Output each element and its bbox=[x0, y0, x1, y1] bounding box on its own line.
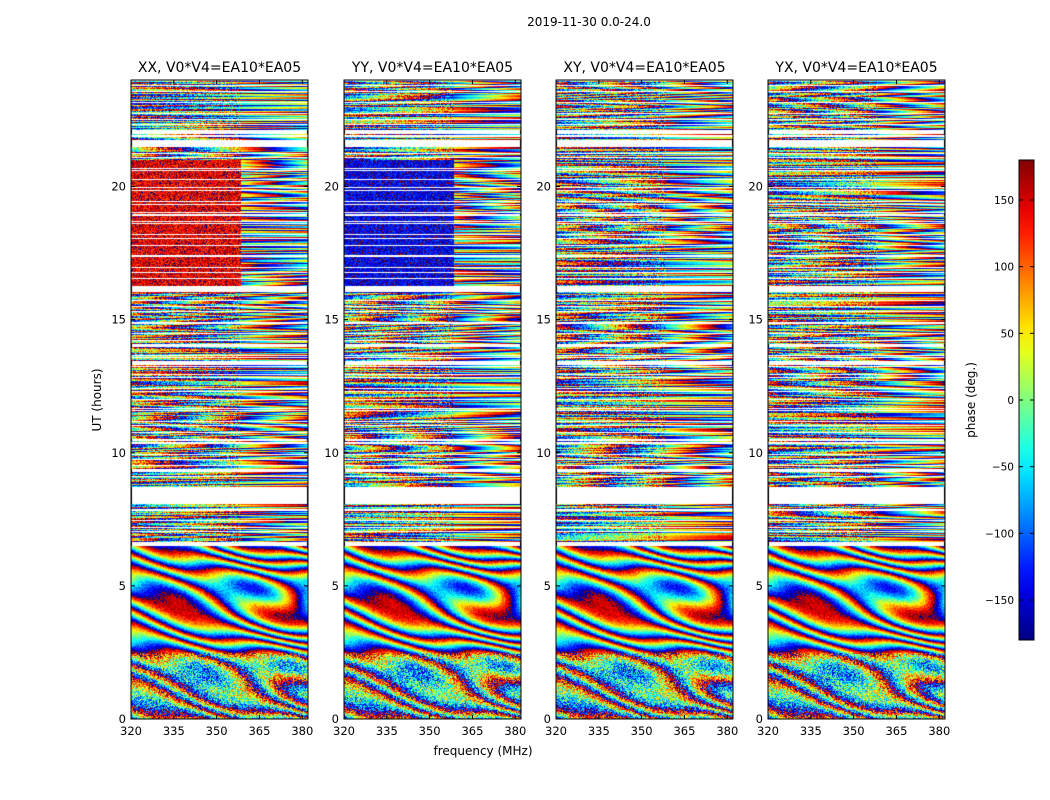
y-tick-label: 10 bbox=[748, 446, 763, 460]
colorbar-tick-label: 50 bbox=[1001, 328, 1014, 340]
y-tick-label: 0 bbox=[544, 712, 551, 726]
x-tick-label: 350 bbox=[419, 724, 441, 738]
colorbar-tick-label: 0 bbox=[1007, 395, 1014, 407]
colorbar-tick-label: −50 bbox=[992, 462, 1014, 474]
colorbar-tick-label: −100 bbox=[985, 528, 1014, 540]
y-tick-label: 10 bbox=[536, 446, 551, 460]
y-tick-label: 10 bbox=[111, 446, 126, 460]
x-tick-label: 365 bbox=[461, 724, 483, 738]
x-tick-label: 380 bbox=[716, 724, 738, 738]
y-tick-label: 20 bbox=[111, 180, 126, 194]
y-tick-label: 5 bbox=[756, 579, 763, 593]
panel-title: XY, V0*V4=EA10*EA05 bbox=[563, 60, 725, 76]
y-tick-label: 5 bbox=[332, 579, 339, 593]
colorbar-tick-label: −150 bbox=[985, 595, 1014, 607]
x-tick-label: 335 bbox=[588, 724, 610, 738]
y-tick-label: 15 bbox=[748, 313, 763, 327]
y-tick-label: 5 bbox=[119, 579, 126, 593]
heatmap-image bbox=[131, 80, 308, 719]
x-tick-label: 350 bbox=[631, 724, 653, 738]
axes-frame bbox=[130, 79, 309, 720]
panel-title: YX, V0*V4=EA10*EA05 bbox=[774, 60, 937, 76]
x-tick-label: 335 bbox=[163, 724, 185, 738]
heatmap-image bbox=[344, 80, 521, 719]
axes-frame bbox=[767, 79, 946, 720]
heatmap-image bbox=[768, 80, 945, 719]
y-tick-label: 20 bbox=[324, 180, 339, 194]
heatmap-panel: XX, V0*V4=EA10*EA05 320 335 350 365 380 0 5 10 15… bbox=[111, 60, 313, 738]
x-tick-label: 380 bbox=[928, 724, 950, 738]
figure-suptitle: 2019-11-30 0.0-24.0 bbox=[527, 15, 651, 29]
x-axis-label: frequency (MHz) bbox=[433, 744, 532, 758]
y-axis-label: UT (hours) bbox=[90, 368, 104, 431]
heatmap-panel: YX, V0*V4=EA10*EA05 320 335 350 365 380 0 5 10 15… bbox=[748, 60, 950, 738]
x-tick-label: 380 bbox=[504, 724, 526, 738]
heatmap-panel: XY, V0*V4=EA10*EA05 320 335 350 365 380 0 5 10 15… bbox=[536, 60, 738, 738]
y-tick-label: 15 bbox=[536, 313, 551, 327]
x-tick-label: 320 bbox=[333, 724, 355, 738]
heatmap-image bbox=[556, 80, 733, 719]
y-tick-label: 5 bbox=[544, 579, 551, 593]
y-tick-label: 15 bbox=[324, 313, 339, 327]
x-tick-label: 350 bbox=[843, 724, 865, 738]
y-tick-label: 10 bbox=[324, 446, 339, 460]
y-tick-label: 15 bbox=[111, 313, 126, 327]
colorbar-tick-label: 150 bbox=[994, 195, 1014, 207]
x-tick-label: 335 bbox=[800, 724, 822, 738]
colorbar-label: phase (deg.) bbox=[964, 362, 978, 438]
x-tick-label: 320 bbox=[120, 724, 142, 738]
x-tick-label: 335 bbox=[376, 724, 398, 738]
y-tick-label: 0 bbox=[756, 712, 763, 726]
y-tick-label: 0 bbox=[119, 712, 126, 726]
x-tick-label: 365 bbox=[673, 724, 695, 738]
y-tick-label: 20 bbox=[748, 180, 763, 194]
x-tick-label: 350 bbox=[206, 724, 228, 738]
axes-frame bbox=[555, 79, 734, 720]
panel-title: XX, V0*V4=EA10*EA05 bbox=[138, 60, 301, 76]
axes-frame bbox=[343, 79, 522, 720]
heatmap-panel: YY, V0*V4=EA10*EA05 320 335 350 365 380 0 5 10 15… bbox=[324, 60, 526, 738]
colorbar: 150 100 50 0 −50 −100 −150 bbox=[985, 159, 1035, 641]
x-tick-label: 380 bbox=[291, 724, 313, 738]
panels: XX, V0*V4=EA10*EA05 320 335 350 365 380 0 5 10 15… bbox=[111, 60, 950, 738]
y-tick-label: 20 bbox=[536, 180, 551, 194]
y-tick-label: 0 bbox=[332, 712, 339, 726]
panel-title: YY, V0*V4=EA10*EA05 bbox=[351, 60, 513, 76]
x-tick-label: 365 bbox=[885, 724, 907, 738]
x-tick-label: 365 bbox=[248, 724, 270, 738]
colorbar-tick-label: 100 bbox=[994, 262, 1014, 274]
x-tick-label: 320 bbox=[545, 724, 567, 738]
x-tick-label: 320 bbox=[757, 724, 779, 738]
